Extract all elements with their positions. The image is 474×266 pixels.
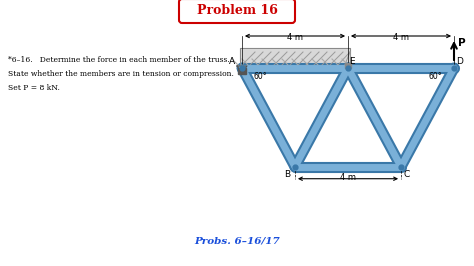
- Text: P: P: [458, 38, 465, 48]
- Text: Probs. 6–16/17: Probs. 6–16/17: [194, 237, 280, 246]
- Text: State whether the members are in tension or compression.: State whether the members are in tension…: [8, 70, 234, 78]
- Text: 60°: 60°: [254, 72, 268, 81]
- Text: 4 m: 4 m: [393, 33, 409, 42]
- Text: B: B: [284, 170, 290, 179]
- Text: D: D: [456, 57, 464, 66]
- Polygon shape: [238, 68, 246, 74]
- Text: Set P = 8 kN.: Set P = 8 kN.: [8, 84, 60, 92]
- Polygon shape: [345, 63, 351, 68]
- Text: A: A: [229, 57, 235, 66]
- Text: *6–16.   Determine the force in each member of the truss.: *6–16. Determine the force in each membe…: [8, 56, 230, 64]
- Text: E: E: [349, 57, 355, 66]
- Text: 4 m: 4 m: [340, 173, 356, 182]
- Polygon shape: [240, 48, 350, 67]
- Text: C: C: [404, 170, 410, 179]
- Text: 4 m: 4 m: [287, 33, 303, 42]
- Text: 60°: 60°: [429, 72, 443, 81]
- Text: Problem 16: Problem 16: [197, 5, 277, 18]
- FancyBboxPatch shape: [179, 0, 295, 23]
